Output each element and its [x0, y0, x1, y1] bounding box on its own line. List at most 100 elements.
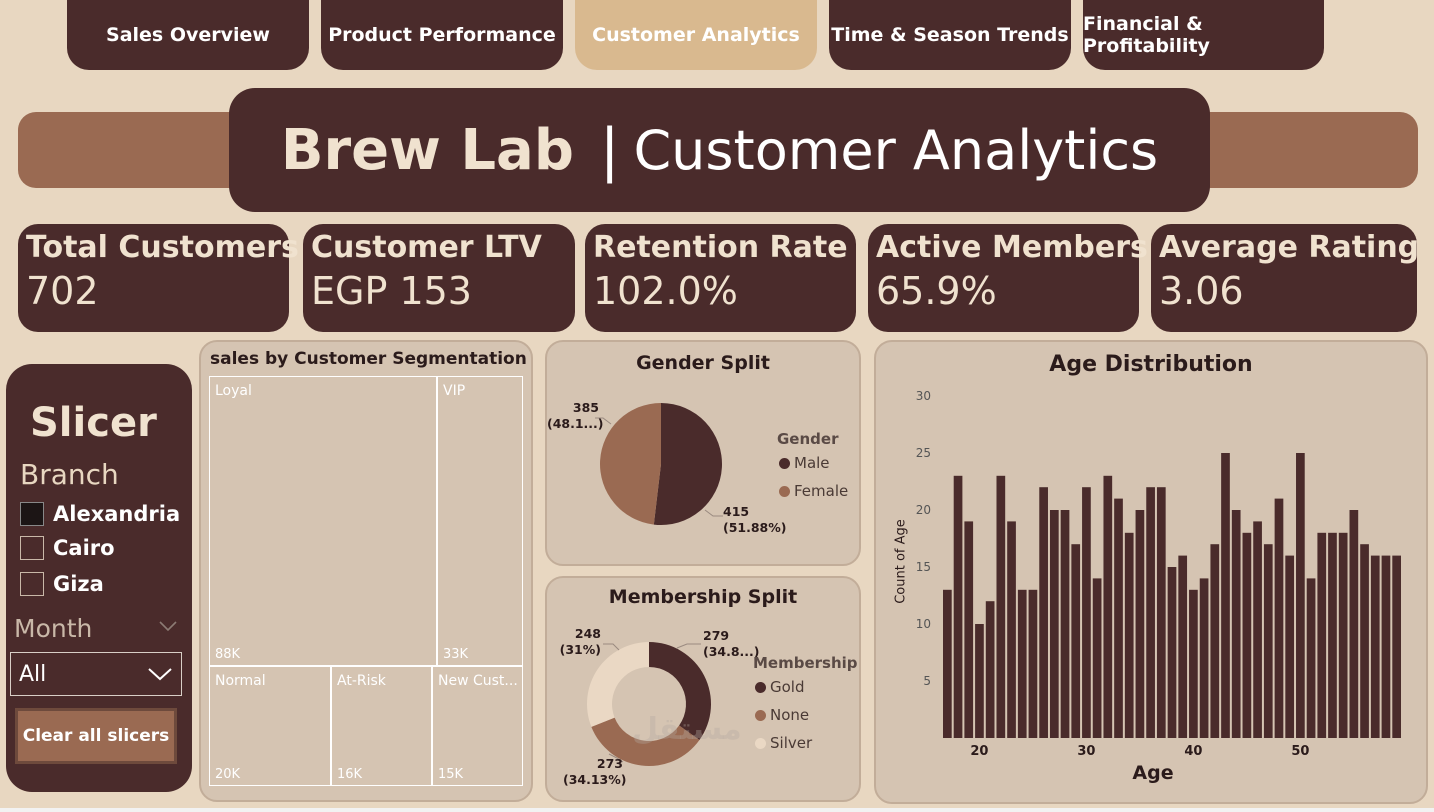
- age-bar[interactable]: [964, 521, 974, 738]
- age-bar[interactable]: [985, 601, 995, 738]
- branch-option-alexandria[interactable]: Alexandria: [20, 502, 180, 526]
- age-bar[interactable]: [1028, 589, 1038, 738]
- data-label-silver: 248 (31%): [559, 626, 601, 658]
- x-tick-label: 40: [1184, 744, 1202, 759]
- checkbox-icon[interactable]: [20, 536, 44, 560]
- membership-legend-title: Membership: [753, 654, 858, 672]
- branch-option-giza[interactable]: Giza: [20, 572, 104, 596]
- data-label-count: 248: [574, 626, 601, 641]
- legend-item-silver[interactable]: Silver: [755, 734, 812, 752]
- checkbox-icon[interactable]: [20, 572, 44, 596]
- age-bar[interactable]: [1199, 578, 1209, 738]
- age-bar[interactable]: [1189, 589, 1198, 738]
- age-bar[interactable]: [1231, 510, 1241, 738]
- age-bar[interactable]: [975, 624, 984, 738]
- age-bar[interactable]: [1135, 510, 1145, 738]
- y-tick-label: 25: [916, 446, 931, 460]
- age-bar[interactable]: [1306, 578, 1316, 738]
- treemap-tile-loyal[interactable]: Loyal 88K: [209, 376, 437, 666]
- age-bar[interactable]: [953, 475, 963, 738]
- tab-sales-overview[interactable]: Sales Overview: [67, 0, 309, 70]
- y-axis-label: Count of Age: [893, 519, 909, 604]
- age-bar[interactable]: [1167, 567, 1177, 738]
- tab-financial-profitability[interactable]: Financial & Profitability: [1083, 0, 1324, 70]
- age-bar[interactable]: [1049, 510, 1059, 738]
- age-bar[interactable]: [1381, 555, 1391, 738]
- age-bar[interactable]: [943, 589, 952, 738]
- treemap-tile-at-risk[interactable]: At-Risk 16K: [331, 666, 432, 786]
- page-title: Customer Analytics: [633, 118, 1159, 182]
- gender-split-card: Gender Split 385 (48.1...) 415 (51.88%) …: [545, 340, 861, 566]
- legend-item-female[interactable]: Female: [779, 482, 848, 500]
- age-bar[interactable]: [1253, 521, 1262, 738]
- gender-chart-title: Gender Split: [636, 352, 770, 374]
- title-separator: |: [599, 116, 620, 184]
- slicer-title: Slicer: [30, 400, 157, 446]
- age-bar[interactable]: [1370, 555, 1380, 738]
- age-bar[interactable]: [1156, 487, 1166, 738]
- membership-chart-title: Membership Split: [608, 586, 798, 608]
- age-bar[interactable]: [1392, 555, 1401, 738]
- age-bar[interactable]: [1328, 532, 1337, 738]
- age-bar[interactable]: [1263, 544, 1273, 738]
- legend-item-gold[interactable]: Gold: [755, 678, 805, 696]
- chevron-down-icon[interactable]: [158, 620, 178, 632]
- treemap-tile-vip[interactable]: VIP 33K: [437, 376, 523, 666]
- age-bar[interactable]: [1114, 498, 1123, 738]
- legend-item-male[interactable]: Male: [779, 454, 830, 472]
- legend-item-none[interactable]: None: [755, 706, 809, 724]
- age-bar[interactable]: [1338, 532, 1348, 738]
- tab-customer-analytics[interactable]: Customer Analytics: [575, 0, 817, 70]
- age-bar[interactable]: [1349, 510, 1359, 738]
- age-bar[interactable]: [1210, 544, 1220, 738]
- tab-product-performance[interactable]: Product Performance: [321, 0, 563, 70]
- treemap-tile-normal[interactable]: Normal 20K: [209, 666, 331, 786]
- tile-label: VIP: [443, 383, 466, 399]
- age-bar[interactable]: [1071, 544, 1081, 738]
- age-bar[interactable]: [1242, 532, 1252, 738]
- y-tick-label: 30: [916, 389, 931, 403]
- age-bar[interactable]: [1017, 589, 1027, 738]
- treemap-tile-new-customers[interactable]: New Cust... 15K: [432, 666, 523, 786]
- age-bar[interactable]: [1285, 555, 1295, 738]
- leader-line: [704, 509, 723, 517]
- pie-slice-female[interactable]: [600, 403, 661, 525]
- age-bar[interactable]: [996, 475, 1006, 738]
- data-label-male: 415 (51.88%): [723, 504, 787, 536]
- age-bar[interactable]: [1007, 521, 1016, 738]
- data-label-female: 385 (48.1...): [547, 400, 604, 432]
- age-chart-title: Age Distribution: [1049, 352, 1253, 377]
- month-label: Month: [14, 614, 93, 643]
- data-label-gold: 279 (34.8...): [703, 628, 760, 660]
- clear-all-slicers-button[interactable]: Clear all slicers: [15, 708, 177, 764]
- age-bar[interactable]: [1103, 475, 1113, 738]
- age-bar[interactable]: [1274, 498, 1284, 738]
- checkbox-icon[interactable]: [20, 502, 44, 526]
- age-bar[interactable]: [1296, 453, 1305, 738]
- leader-line: [603, 643, 620, 651]
- age-bar[interactable]: [1221, 453, 1230, 738]
- kpi-average-rating: Average Rating 3.06: [1151, 224, 1419, 332]
- donut-slice-silver[interactable]: [587, 642, 649, 727]
- tab-label: Sales Overview: [106, 24, 270, 46]
- age-bar[interactable]: [1146, 487, 1155, 738]
- pie-slice-male[interactable]: [653, 403, 722, 525]
- age-bar[interactable]: [1317, 532, 1327, 738]
- leader-line: [608, 753, 624, 763]
- age-bar[interactable]: [1178, 555, 1188, 738]
- month-dropdown[interactable]: All: [10, 652, 182, 696]
- branch-option-cairo[interactable]: Cairo: [20, 536, 115, 560]
- legend-dot: [755, 681, 766, 693]
- option-label: Giza: [53, 572, 104, 596]
- watermark-logo: مستقل: [632, 712, 742, 747]
- tile-value: 20K: [215, 767, 241, 782]
- donut-slice-gold[interactable]: [649, 642, 711, 741]
- age-bar[interactable]: [1039, 487, 1048, 738]
- donut-slice-none[interactable]: [591, 717, 700, 766]
- age-bar[interactable]: [1082, 487, 1091, 738]
- tab-time-season-trends[interactable]: Time & Season Trends: [829, 0, 1071, 70]
- age-bar[interactable]: [1124, 532, 1134, 738]
- age-bar[interactable]: [1092, 578, 1102, 738]
- age-bar[interactable]: [1360, 544, 1369, 738]
- age-bar[interactable]: [1060, 510, 1070, 738]
